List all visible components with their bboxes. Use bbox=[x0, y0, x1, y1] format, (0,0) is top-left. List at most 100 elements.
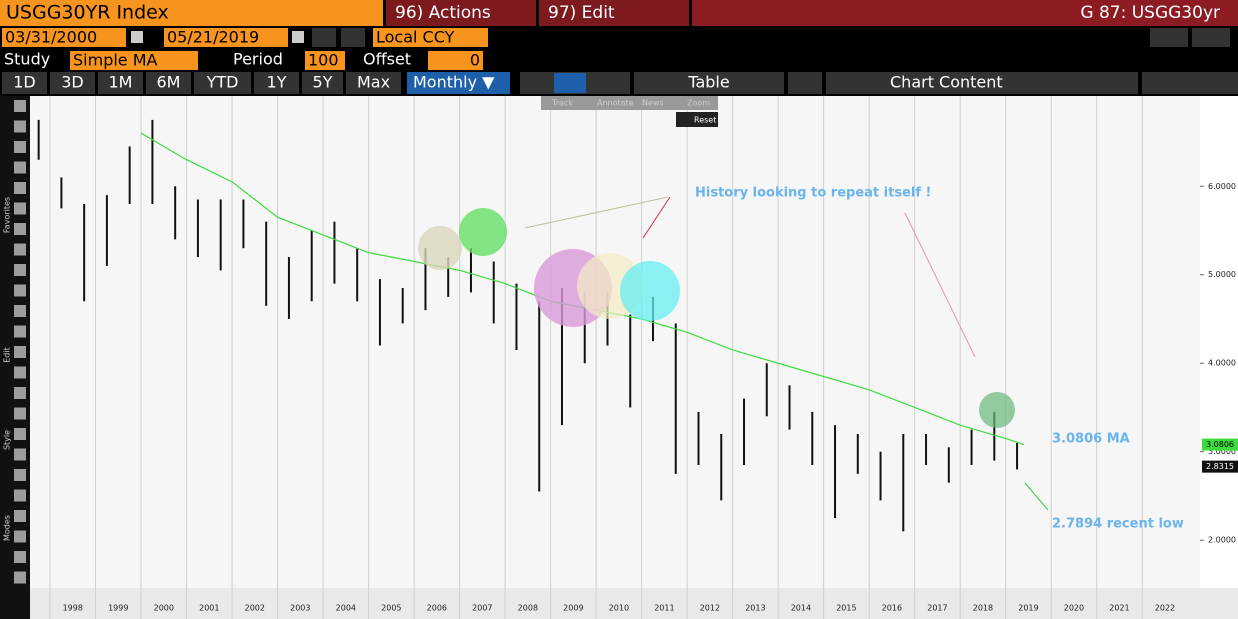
annotation: 3.0806 MA bbox=[1052, 432, 1130, 447]
annotation: History looking to repeat itself ! bbox=[695, 186, 931, 201]
redo-button[interactable] bbox=[1192, 28, 1230, 47]
tool-icon[interactable] bbox=[14, 243, 26, 256]
range-button[interactable] bbox=[2, 72, 47, 94]
start-date-field[interactable] bbox=[2, 28, 126, 47]
mini-tool: News bbox=[642, 99, 664, 108]
price-tag bbox=[1202, 438, 1238, 451]
tool-icon[interactable] bbox=[14, 510, 26, 522]
x-tick-label: 2000 bbox=[154, 604, 174, 613]
tool-icon[interactable] bbox=[14, 305, 26, 317]
actions-button[interactable] bbox=[386, 0, 536, 26]
tool-icon[interactable] bbox=[14, 387, 26, 399]
tool-icon[interactable] bbox=[14, 325, 26, 338]
ticker: USGG30YR Index bbox=[6, 2, 169, 24]
tool-icon[interactable] bbox=[14, 100, 26, 112]
tool-icon[interactable] bbox=[14, 571, 26, 584]
mini-tools: Track Annotate News Zoom bbox=[551, 99, 710, 108]
undo-button[interactable] bbox=[1150, 28, 1188, 47]
reset-button[interactable] bbox=[676, 112, 718, 127]
tool-icon[interactable] bbox=[14, 284, 26, 297]
settings-button[interactable] bbox=[1142, 72, 1238, 94]
calendar-icon[interactable] bbox=[292, 31, 304, 43]
table-button[interactable] bbox=[634, 72, 784, 94]
study-label: Study bbox=[4, 50, 50, 69]
x-tick-label: 2019 bbox=[1018, 604, 1038, 613]
next-button[interactable] bbox=[341, 28, 365, 47]
x-tick-label: 2018 bbox=[973, 604, 993, 613]
x-tick-label: 2004 bbox=[336, 604, 356, 613]
tool-icon[interactable] bbox=[14, 182, 26, 194]
tool-icon[interactable] bbox=[14, 551, 26, 563]
mini-tool: Track bbox=[551, 99, 573, 108]
currency-field[interactable] bbox=[373, 28, 488, 47]
tool-icon[interactable] bbox=[14, 407, 26, 420]
offset-field[interactable] bbox=[428, 51, 483, 70]
tool-icon[interactable] bbox=[14, 469, 26, 481]
tool-icon[interactable] bbox=[14, 202, 26, 215]
ticker-field[interactable] bbox=[0, 0, 383, 26]
tool-icon[interactable] bbox=[14, 141, 26, 153]
x-axis-area bbox=[30, 588, 1238, 619]
range-label: 6M bbox=[157, 73, 181, 92]
arrow bbox=[642, 196, 671, 239]
tool-icon[interactable] bbox=[14, 489, 26, 502]
range-button[interactable] bbox=[302, 72, 343, 94]
bar-style-button[interactable] bbox=[554, 73, 586, 93]
mini-tool: Zoom bbox=[687, 99, 710, 108]
range-label: 5Y bbox=[313, 73, 333, 92]
prev-button[interactable] bbox=[312, 28, 336, 47]
tool-icon[interactable] bbox=[14, 428, 26, 440]
end-date: 05/21/2019 bbox=[167, 28, 259, 47]
annotation-shapes bbox=[418, 208, 1015, 428]
frequency: Monthly ▼ bbox=[413, 73, 495, 92]
tool-icon[interactable] bbox=[14, 366, 26, 379]
range-button[interactable] bbox=[98, 72, 143, 94]
range-button[interactable] bbox=[346, 72, 401, 94]
range-buttons: 1D 3D 1M 6M YTD 1Y 5Y Max bbox=[2, 72, 401, 94]
offset: 0 bbox=[470, 51, 480, 70]
chart-content: Chart Content bbox=[890, 73, 1003, 92]
tool-icon[interactable] bbox=[14, 448, 26, 461]
y-tick-label: 5.0000 bbox=[1208, 270, 1236, 279]
study-field[interactable] bbox=[70, 51, 198, 70]
side-labels: Favorites Edit Style Modes bbox=[3, 100, 26, 584]
range-button[interactable] bbox=[146, 72, 191, 94]
tool-icon[interactable] bbox=[14, 223, 26, 235]
range-label: YTD bbox=[206, 73, 239, 92]
annotation: 2.7894 recent low bbox=[1052, 517, 1184, 532]
x-tick-label: 1999 bbox=[108, 604, 128, 613]
chart: 1998 1999 2000 2001 2002 2003 2004 2005 2006 2007… bbox=[37, 96, 1238, 619]
x-tick-label: 2022 bbox=[1155, 604, 1175, 613]
calendar-icon[interactable] bbox=[131, 31, 143, 43]
side-label: Modes bbox=[3, 515, 12, 541]
tool-icon[interactable] bbox=[14, 530, 26, 543]
range-button[interactable] bbox=[194, 72, 251, 94]
highlight-circle bbox=[620, 261, 680, 321]
mini-tool: Annotate bbox=[597, 99, 634, 108]
chart-content-button[interactable] bbox=[826, 72, 1138, 94]
range-label: Max bbox=[357, 73, 390, 92]
edit-button[interactable] bbox=[539, 0, 689, 26]
x-tick-label: 2002 bbox=[245, 604, 265, 613]
collapse-button[interactable] bbox=[788, 72, 822, 94]
period-field[interactable] bbox=[305, 51, 345, 70]
frequency-button[interactable] bbox=[407, 72, 510, 94]
range-label: 3D bbox=[61, 73, 84, 92]
x-tick-label: 2008 bbox=[518, 604, 538, 613]
range-button[interactable] bbox=[50, 72, 95, 94]
x-tick-label: 1998 bbox=[63, 604, 83, 613]
x-tick-label: 2003 bbox=[290, 604, 310, 613]
tool-icon[interactable] bbox=[14, 161, 26, 174]
arrow bbox=[1024, 482, 1049, 511]
x-tick-label: 2010 bbox=[609, 604, 629, 613]
tool-icon[interactable] bbox=[14, 264, 26, 276]
range-button[interactable] bbox=[254, 72, 299, 94]
end-date-field[interactable] bbox=[164, 28, 288, 47]
x-tick-label: 2013 bbox=[745, 604, 765, 613]
tool-icon[interactable] bbox=[14, 346, 26, 358]
y-tick-label: 4.0000 bbox=[1208, 359, 1236, 368]
title-bar bbox=[692, 0, 1238, 26]
tool-icon[interactable] bbox=[14, 120, 26, 133]
table: Table bbox=[687, 73, 729, 92]
